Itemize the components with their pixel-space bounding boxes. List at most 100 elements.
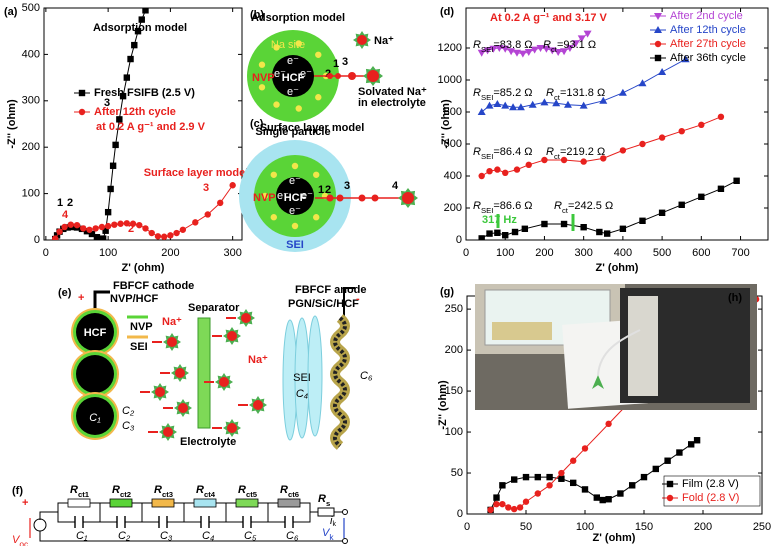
y-tick-label: 250 xyxy=(445,303,463,315)
photo-leaf xyxy=(592,375,604,389)
na-site xyxy=(315,94,322,101)
resistor xyxy=(277,498,301,508)
annotation: 3 xyxy=(104,97,110,109)
data-point xyxy=(552,99,561,107)
terminal xyxy=(342,509,348,515)
legend-label: Fold (2.8 V) xyxy=(682,492,739,504)
legend-label: After 2nd cycle xyxy=(670,10,743,22)
ion-label: Na⁺ xyxy=(162,316,182,328)
capacitance-label: C₄ xyxy=(296,388,308,400)
note: in electrolyte xyxy=(358,97,426,109)
data-point xyxy=(495,45,504,52)
resistor-label: Rct1 xyxy=(70,484,90,499)
voltage-label-part: k xyxy=(329,532,334,542)
na-site xyxy=(270,171,277,178)
data-point xyxy=(116,116,123,123)
x-axis-label: Z' (ohm) xyxy=(593,532,636,544)
data-point xyxy=(639,140,646,148)
resistor-label-part: ct5 xyxy=(246,490,258,499)
data-point xyxy=(618,88,627,96)
data-point xyxy=(179,226,187,233)
sodium-ion xyxy=(371,194,379,202)
data-point xyxy=(160,233,168,240)
sei-label: SEI xyxy=(293,372,311,384)
na-site xyxy=(261,192,269,200)
x-tick-label: 700 xyxy=(731,247,749,259)
na-site xyxy=(295,105,302,112)
data-point xyxy=(112,141,119,149)
data-point xyxy=(148,229,155,237)
data-point xyxy=(487,506,494,514)
data-point xyxy=(605,496,612,503)
data-point xyxy=(717,185,725,192)
annotation-part: R xyxy=(543,39,551,51)
data-point xyxy=(502,232,509,239)
data-point xyxy=(505,504,512,511)
data-point xyxy=(570,457,577,464)
hcf-label: HCF xyxy=(84,327,107,339)
na-site xyxy=(273,44,280,51)
data-point xyxy=(483,47,492,55)
step-label: 3 xyxy=(344,180,350,192)
data-point xyxy=(509,103,518,111)
capacitor-label: C₁ xyxy=(76,530,88,542)
annotation: Surface layer model xyxy=(144,167,249,179)
data-point xyxy=(658,68,667,75)
sodium-ion xyxy=(241,313,251,323)
annotation: Rct=242.5 Ω xyxy=(554,200,613,215)
resistor-label-part: R xyxy=(112,484,120,496)
data-point xyxy=(511,476,518,483)
data-point xyxy=(525,161,532,168)
data-point xyxy=(493,100,502,107)
na-site xyxy=(295,40,302,47)
annotation: 317 Hz xyxy=(482,214,517,226)
site-label: Na site xyxy=(271,39,305,51)
data-point xyxy=(541,156,548,164)
nvp-label: NVP xyxy=(253,192,276,204)
data-point xyxy=(109,162,117,169)
resistor-label: Rct6 xyxy=(280,484,299,499)
data-point xyxy=(605,420,612,428)
data-point xyxy=(536,45,545,52)
annotation-part: R xyxy=(554,200,562,212)
data-point xyxy=(513,166,521,173)
resistor xyxy=(235,498,259,508)
electrode-label: FBFCF cathode xyxy=(113,280,194,292)
data-point xyxy=(493,494,500,501)
annotation-part: R xyxy=(473,200,481,212)
data-point xyxy=(554,49,563,56)
data-point xyxy=(129,220,137,227)
y-tick-label: 200 xyxy=(445,344,463,356)
y-tick-label: 300 xyxy=(22,95,40,107)
y-tick-label: 50 xyxy=(451,467,463,479)
data-point xyxy=(593,494,600,501)
sodium-ion xyxy=(327,73,333,79)
data-point xyxy=(599,496,606,504)
step-label: 1 xyxy=(318,184,324,196)
data-point xyxy=(560,220,568,228)
y-tick-label: 0 xyxy=(457,508,463,520)
na-site xyxy=(273,101,280,108)
x-tick-label: 400 xyxy=(614,247,632,259)
sodium-ion xyxy=(335,73,341,79)
step-label: 3 xyxy=(342,56,348,68)
anode-layer xyxy=(333,316,347,448)
x-axis-label: Z' (ohm) xyxy=(596,262,639,274)
legend-label: NVP xyxy=(130,321,153,333)
resistor-label-part: R xyxy=(280,484,288,496)
data-point xyxy=(192,219,199,226)
legend-label: After 12th cycle xyxy=(94,106,176,118)
annotation-part: R xyxy=(473,87,481,99)
data-point xyxy=(142,225,149,232)
data-point xyxy=(698,121,705,128)
resistor-label-part: R xyxy=(318,493,326,505)
data-point xyxy=(530,46,539,54)
sodium-ion xyxy=(167,337,177,347)
sodium-ion xyxy=(155,387,165,397)
data-point xyxy=(534,473,541,481)
data-point xyxy=(558,475,565,482)
x-tick-label: 500 xyxy=(653,247,671,259)
data-point xyxy=(534,490,541,497)
annotation-part: R xyxy=(546,87,554,99)
plot-area xyxy=(52,8,236,240)
